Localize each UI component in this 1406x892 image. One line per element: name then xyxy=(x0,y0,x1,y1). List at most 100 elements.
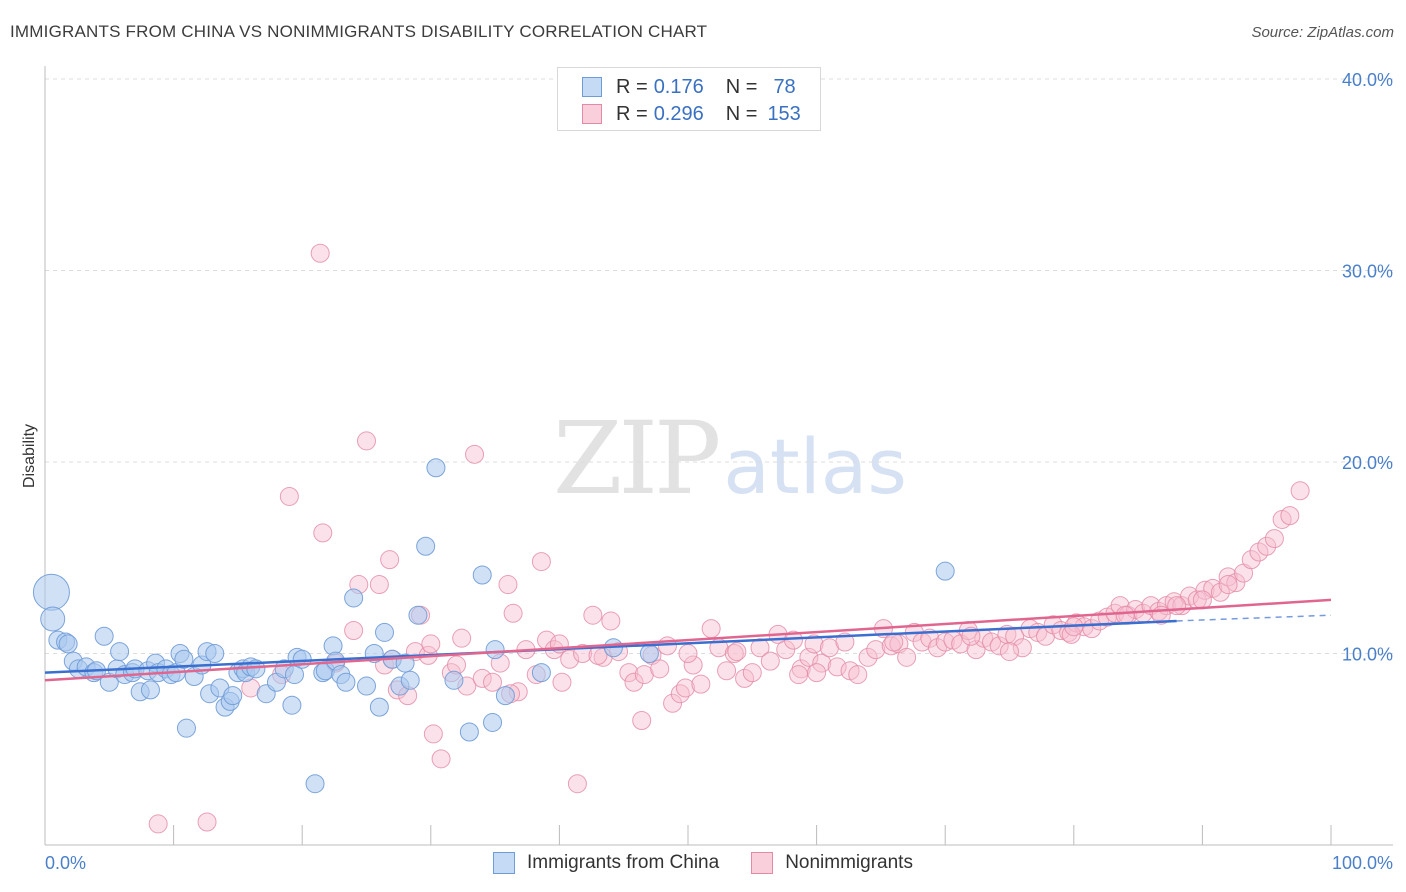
watermark: ZIPatlas xyxy=(553,400,907,517)
nonimmigrants-point xyxy=(344,621,364,641)
axes xyxy=(44,66,1393,846)
nonimmigrants-point xyxy=(1249,542,1269,562)
nonimmigrants-point xyxy=(657,636,677,656)
nonimmigrants-point xyxy=(989,636,1009,656)
legend-label-china: Immigrants from China xyxy=(527,852,720,873)
legend-row-china: R = 0.176 N = 78 xyxy=(582,74,796,100)
nonimmigrants-point xyxy=(683,655,703,675)
y-tick-label: 20.0% xyxy=(1342,453,1393,473)
china-point xyxy=(495,686,515,706)
watermark-atlas: atlas xyxy=(723,422,907,511)
nonimmigrants-point xyxy=(897,647,917,667)
nonimmigrants-point xyxy=(724,644,744,663)
legend-r-label: R = xyxy=(616,102,648,125)
china-point xyxy=(223,686,243,706)
nonimmigrants-point xyxy=(1000,642,1019,662)
china-point xyxy=(459,722,479,742)
nonimmigrants-point xyxy=(313,523,333,543)
legend-swatch-china xyxy=(582,77,602,97)
legend-row-nonimmigrants: R = 0.296 N = 153 xyxy=(582,101,801,127)
nonimmigrants-point xyxy=(1115,605,1135,625)
legend-swatch-nonimmigrants xyxy=(582,104,602,124)
nonimmigrants-point xyxy=(148,814,168,834)
nonimmigrants-point xyxy=(357,431,376,451)
nonimmigrants-point xyxy=(552,672,572,692)
nonimmigrants-point xyxy=(1257,536,1277,556)
nonimmigrants-point xyxy=(927,638,947,658)
nonimmigrants-point xyxy=(789,665,809,685)
china-point xyxy=(444,670,464,690)
nonimmigrants-point xyxy=(472,668,492,688)
legend-swatch-china xyxy=(493,852,516,874)
nonimmigrants-point xyxy=(279,486,299,506)
nonimmigrants-point xyxy=(619,663,639,683)
china-point xyxy=(336,672,356,692)
nonimmigrants-point xyxy=(858,647,878,667)
nonimmigrants-point xyxy=(452,628,472,648)
nonimmigrants-point xyxy=(380,550,400,570)
source-label: Source: ZipAtlas.com xyxy=(1251,24,1394,41)
nonimmigrants-point xyxy=(1192,590,1212,610)
legend-r-value: 0.296 xyxy=(653,102,704,125)
china-point xyxy=(408,605,428,625)
nonimmigrants-point xyxy=(310,243,330,263)
nonimmigrants-point xyxy=(663,693,683,713)
china-point xyxy=(935,561,955,581)
nonimmigrants-point xyxy=(431,749,451,769)
nonimmigrants-point xyxy=(1210,582,1230,602)
nonimmigrants-point xyxy=(498,575,518,595)
nonimmigrants-point xyxy=(1218,567,1238,587)
china-point xyxy=(639,644,659,663)
nonimmigrants-point xyxy=(727,642,747,662)
nonimmigrants-point xyxy=(848,665,868,685)
nonimmigrants-point xyxy=(670,684,690,704)
china-point xyxy=(400,670,420,690)
chart-title: IMMIGRANTS FROM CHINA VS NONIMMIGRANTS D… xyxy=(10,22,708,41)
nonimmigrants-point xyxy=(1290,481,1310,501)
legend-n-value: 78 xyxy=(773,75,796,98)
nonimmigrants-point xyxy=(1043,615,1063,635)
china-trend-line xyxy=(44,619,1177,674)
trend-lines xyxy=(44,598,1332,682)
china-point xyxy=(94,626,114,646)
nonimmigrants-point xyxy=(1012,638,1032,658)
grid xyxy=(45,78,1393,654)
nonimmigrants-point xyxy=(483,672,503,692)
china-point xyxy=(426,458,446,478)
x-tick-label: 100.0% xyxy=(1332,853,1393,873)
legend-item-nonimmigrants[interactable]: Nonimmigrants xyxy=(751,852,913,874)
nonimmigrants-point xyxy=(760,651,780,671)
nonimmigrants-point xyxy=(650,659,670,679)
nonimmigrants-point xyxy=(884,632,904,652)
nonimmigrants-point xyxy=(197,812,217,832)
legend-swatch-nonimmigrants xyxy=(751,852,774,874)
china-point xyxy=(344,588,364,608)
nonimmigrants-point xyxy=(423,724,443,744)
china-point xyxy=(110,642,130,662)
nonimmigrants-point xyxy=(717,661,737,681)
nonimmigrants-point xyxy=(531,552,551,572)
tick-labels: 10.0% 20.0% 30.0% 40.0% 0.0% 100.0% xyxy=(45,70,1393,873)
nonimmigrants-point xyxy=(1264,529,1284,549)
nonimmigrants-point xyxy=(421,634,441,654)
china-point xyxy=(40,606,66,632)
nonimmigrants-point xyxy=(776,640,796,660)
nonimmigrants-point xyxy=(1280,506,1300,526)
china-point xyxy=(176,718,196,738)
china-point xyxy=(483,712,503,732)
nonimmigrants-point xyxy=(1167,596,1187,616)
china-point xyxy=(416,536,436,556)
legend-item-china[interactable]: Immigrants from China xyxy=(493,852,719,874)
watermark-zip: ZIP xyxy=(553,400,721,517)
y-tick-label: 30.0% xyxy=(1342,262,1393,282)
y-tick-label: 40.0% xyxy=(1342,70,1393,90)
china-points xyxy=(32,458,955,794)
nonimmigrants-point xyxy=(632,711,652,731)
nonimmigrants-point xyxy=(1226,573,1246,593)
correlation-legend: R = 0.176 N = 78 R = 0.296 N = 153 xyxy=(557,67,821,131)
china-point xyxy=(140,680,160,700)
nonimmigrants-point xyxy=(735,668,755,688)
china-point xyxy=(375,622,395,642)
legend-r-value: 0.176 xyxy=(653,75,704,98)
